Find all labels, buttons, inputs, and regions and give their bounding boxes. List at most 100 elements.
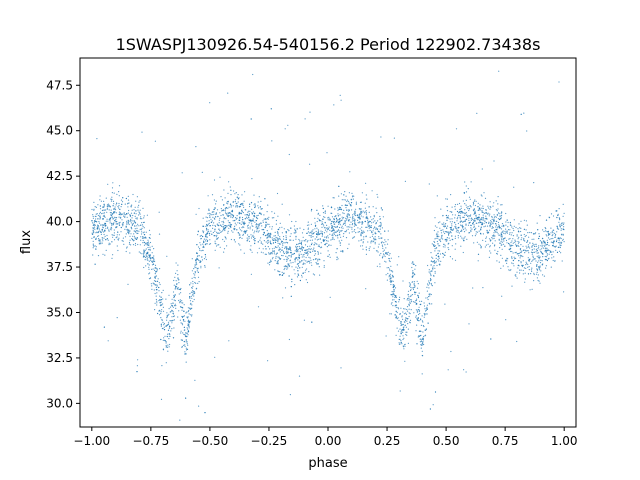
data-point [210, 218, 212, 220]
data-point [349, 171, 351, 173]
data-point [348, 209, 350, 211]
data-point [210, 213, 212, 215]
data-point [376, 265, 378, 267]
data-point [324, 211, 326, 213]
data-point [118, 222, 120, 224]
data-point [440, 232, 443, 234]
data-point [134, 228, 136, 230]
data-point [175, 285, 177, 287]
data-point [297, 265, 300, 267]
data-point [115, 223, 117, 225]
data-point [232, 220, 234, 222]
data-point [311, 239, 313, 241]
data-point [473, 200, 475, 202]
data-point [337, 213, 339, 215]
data-point [466, 214, 468, 216]
data-point [290, 286, 292, 288]
data-point [536, 277, 539, 279]
data-point [487, 231, 489, 233]
data-point [550, 213, 553, 215]
data-point [111, 187, 114, 189]
data-point [277, 239, 279, 241]
data-point [277, 237, 279, 240]
data-point [364, 211, 366, 213]
data-point [430, 284, 433, 286]
data-point [206, 236, 208, 238]
data-point [307, 260, 309, 262]
data-point [411, 275, 413, 278]
data-point [155, 280, 157, 282]
data-point [345, 219, 347, 221]
data-point [195, 262, 197, 264]
data-point [415, 303, 418, 305]
data-point [317, 260, 319, 262]
data-point [494, 215, 496, 218]
data-point [286, 268, 288, 270]
data-point [408, 308, 410, 310]
data-point [508, 248, 510, 250]
data-point [296, 276, 299, 278]
data-point [541, 237, 544, 239]
data-point [92, 230, 94, 232]
data-point [330, 206, 333, 208]
data-point [327, 255, 329, 257]
data-point [519, 249, 522, 251]
data-point [229, 223, 231, 225]
data-point [464, 227, 466, 229]
data-point [197, 246, 200, 248]
data-point [489, 239, 491, 241]
data-point [463, 192, 465, 194]
x-tick-label: 0.25 [374, 434, 401, 448]
data-point [491, 227, 493, 229]
data-point [457, 237, 459, 239]
data-point [108, 209, 110, 211]
data-point [465, 224, 467, 226]
data-point [182, 320, 185, 322]
data-point [182, 332, 184, 334]
data-point [402, 338, 404, 341]
data-point [307, 231, 310, 233]
data-point [285, 265, 287, 268]
data-point [509, 245, 511, 247]
data-point [263, 214, 265, 216]
data-point [113, 232, 115, 234]
data-point [345, 237, 348, 239]
data-point [275, 219, 277, 222]
data-point [483, 222, 485, 224]
data-point [93, 209, 95, 211]
data-point [106, 207, 108, 209]
data-point [343, 199, 345, 201]
data-point [106, 218, 108, 220]
data-point [522, 269, 524, 272]
data-point [375, 239, 377, 241]
data-point [379, 263, 381, 265]
data-point [234, 201, 236, 203]
data-point [425, 328, 427, 330]
data-point [557, 242, 560, 244]
data-point [386, 243, 389, 245]
data-point [297, 267, 299, 269]
data-point [138, 211, 140, 213]
data-point [314, 253, 317, 255]
data-point [274, 239, 276, 241]
data-point [105, 227, 107, 229]
data-point [283, 228, 285, 230]
data-point [305, 269, 307, 271]
data-point [460, 205, 462, 207]
data-point [148, 266, 150, 268]
data-point [271, 248, 274, 250]
data-point [146, 242, 149, 244]
data-point [120, 213, 122, 215]
data-point [389, 273, 392, 275]
data-point [529, 242, 531, 244]
data-point [242, 202, 244, 204]
data-point [524, 235, 526, 238]
data-point [127, 212, 129, 214]
data-point [137, 230, 139, 232]
data-point [340, 236, 342, 238]
data-point [101, 238, 103, 240]
data-point [541, 264, 543, 266]
data-point [322, 212, 325, 214]
data-point [343, 217, 345, 219]
data-point [92, 229, 94, 231]
